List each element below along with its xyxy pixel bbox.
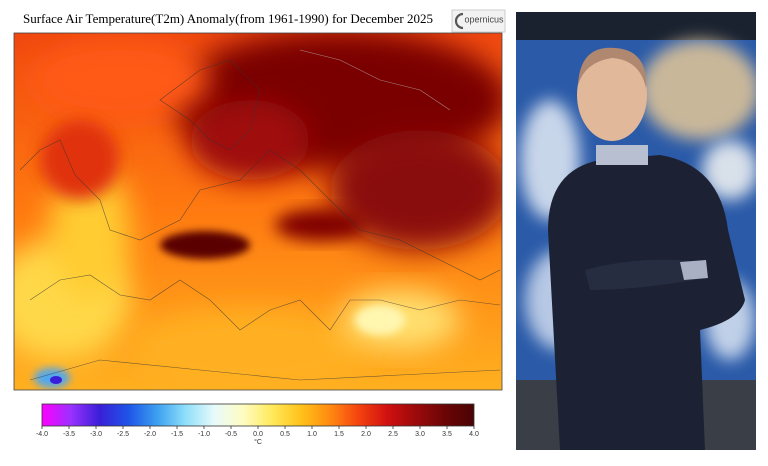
colorbar-tick-label: 0.0 [253,431,263,438]
colorbar-tick-label: -0.5 [225,431,237,438]
logo-text: opernicus [464,14,504,24]
colorbar-tick-label: -1.0 [198,431,210,438]
colorbar-tick-label: 2.0 [361,431,371,438]
colorbar-tick-label: -3.0 [90,431,102,438]
colorbar-scale [41,403,475,427]
photo [516,12,756,450]
colorbar-tick-label: -3.5 [63,431,75,438]
colorbar-tick-label: 3.0 [415,431,425,438]
colorbar-unit: °C [254,438,262,446]
map [14,33,502,390]
colorbar-tick-label: -1.5 [171,431,183,438]
colorbar-tick-label: 1.0 [307,431,317,438]
logo-c [454,12,464,30]
colorbar-tick-label: 4.0 [469,431,479,438]
colorbar-tick-label: 1.5 [334,431,344,438]
colorbar-tick-label: 3.5 [442,431,452,438]
map-frame [13,32,503,391]
logo-box [451,9,506,33]
logo: opernicus [451,9,506,33]
colorbar: -4.0 -3.5 -3.0 -2.5 -2.0 -1.5 -1.0 -0.5 0.0 0.5 1.… [36,403,479,438]
map-title: Surface Air Temperature(T2m) Anomaly(fro… [23,11,433,26]
colorbar-tick-label: -4.0 [36,431,48,438]
colorbar-tick-label: -2.0 [144,431,156,438]
colorbar-tick-label: -2.5 [117,431,129,438]
colorbar-tick-label: 2.5 [388,431,398,438]
colorbar-tick-label: 0.5 [280,431,290,438]
